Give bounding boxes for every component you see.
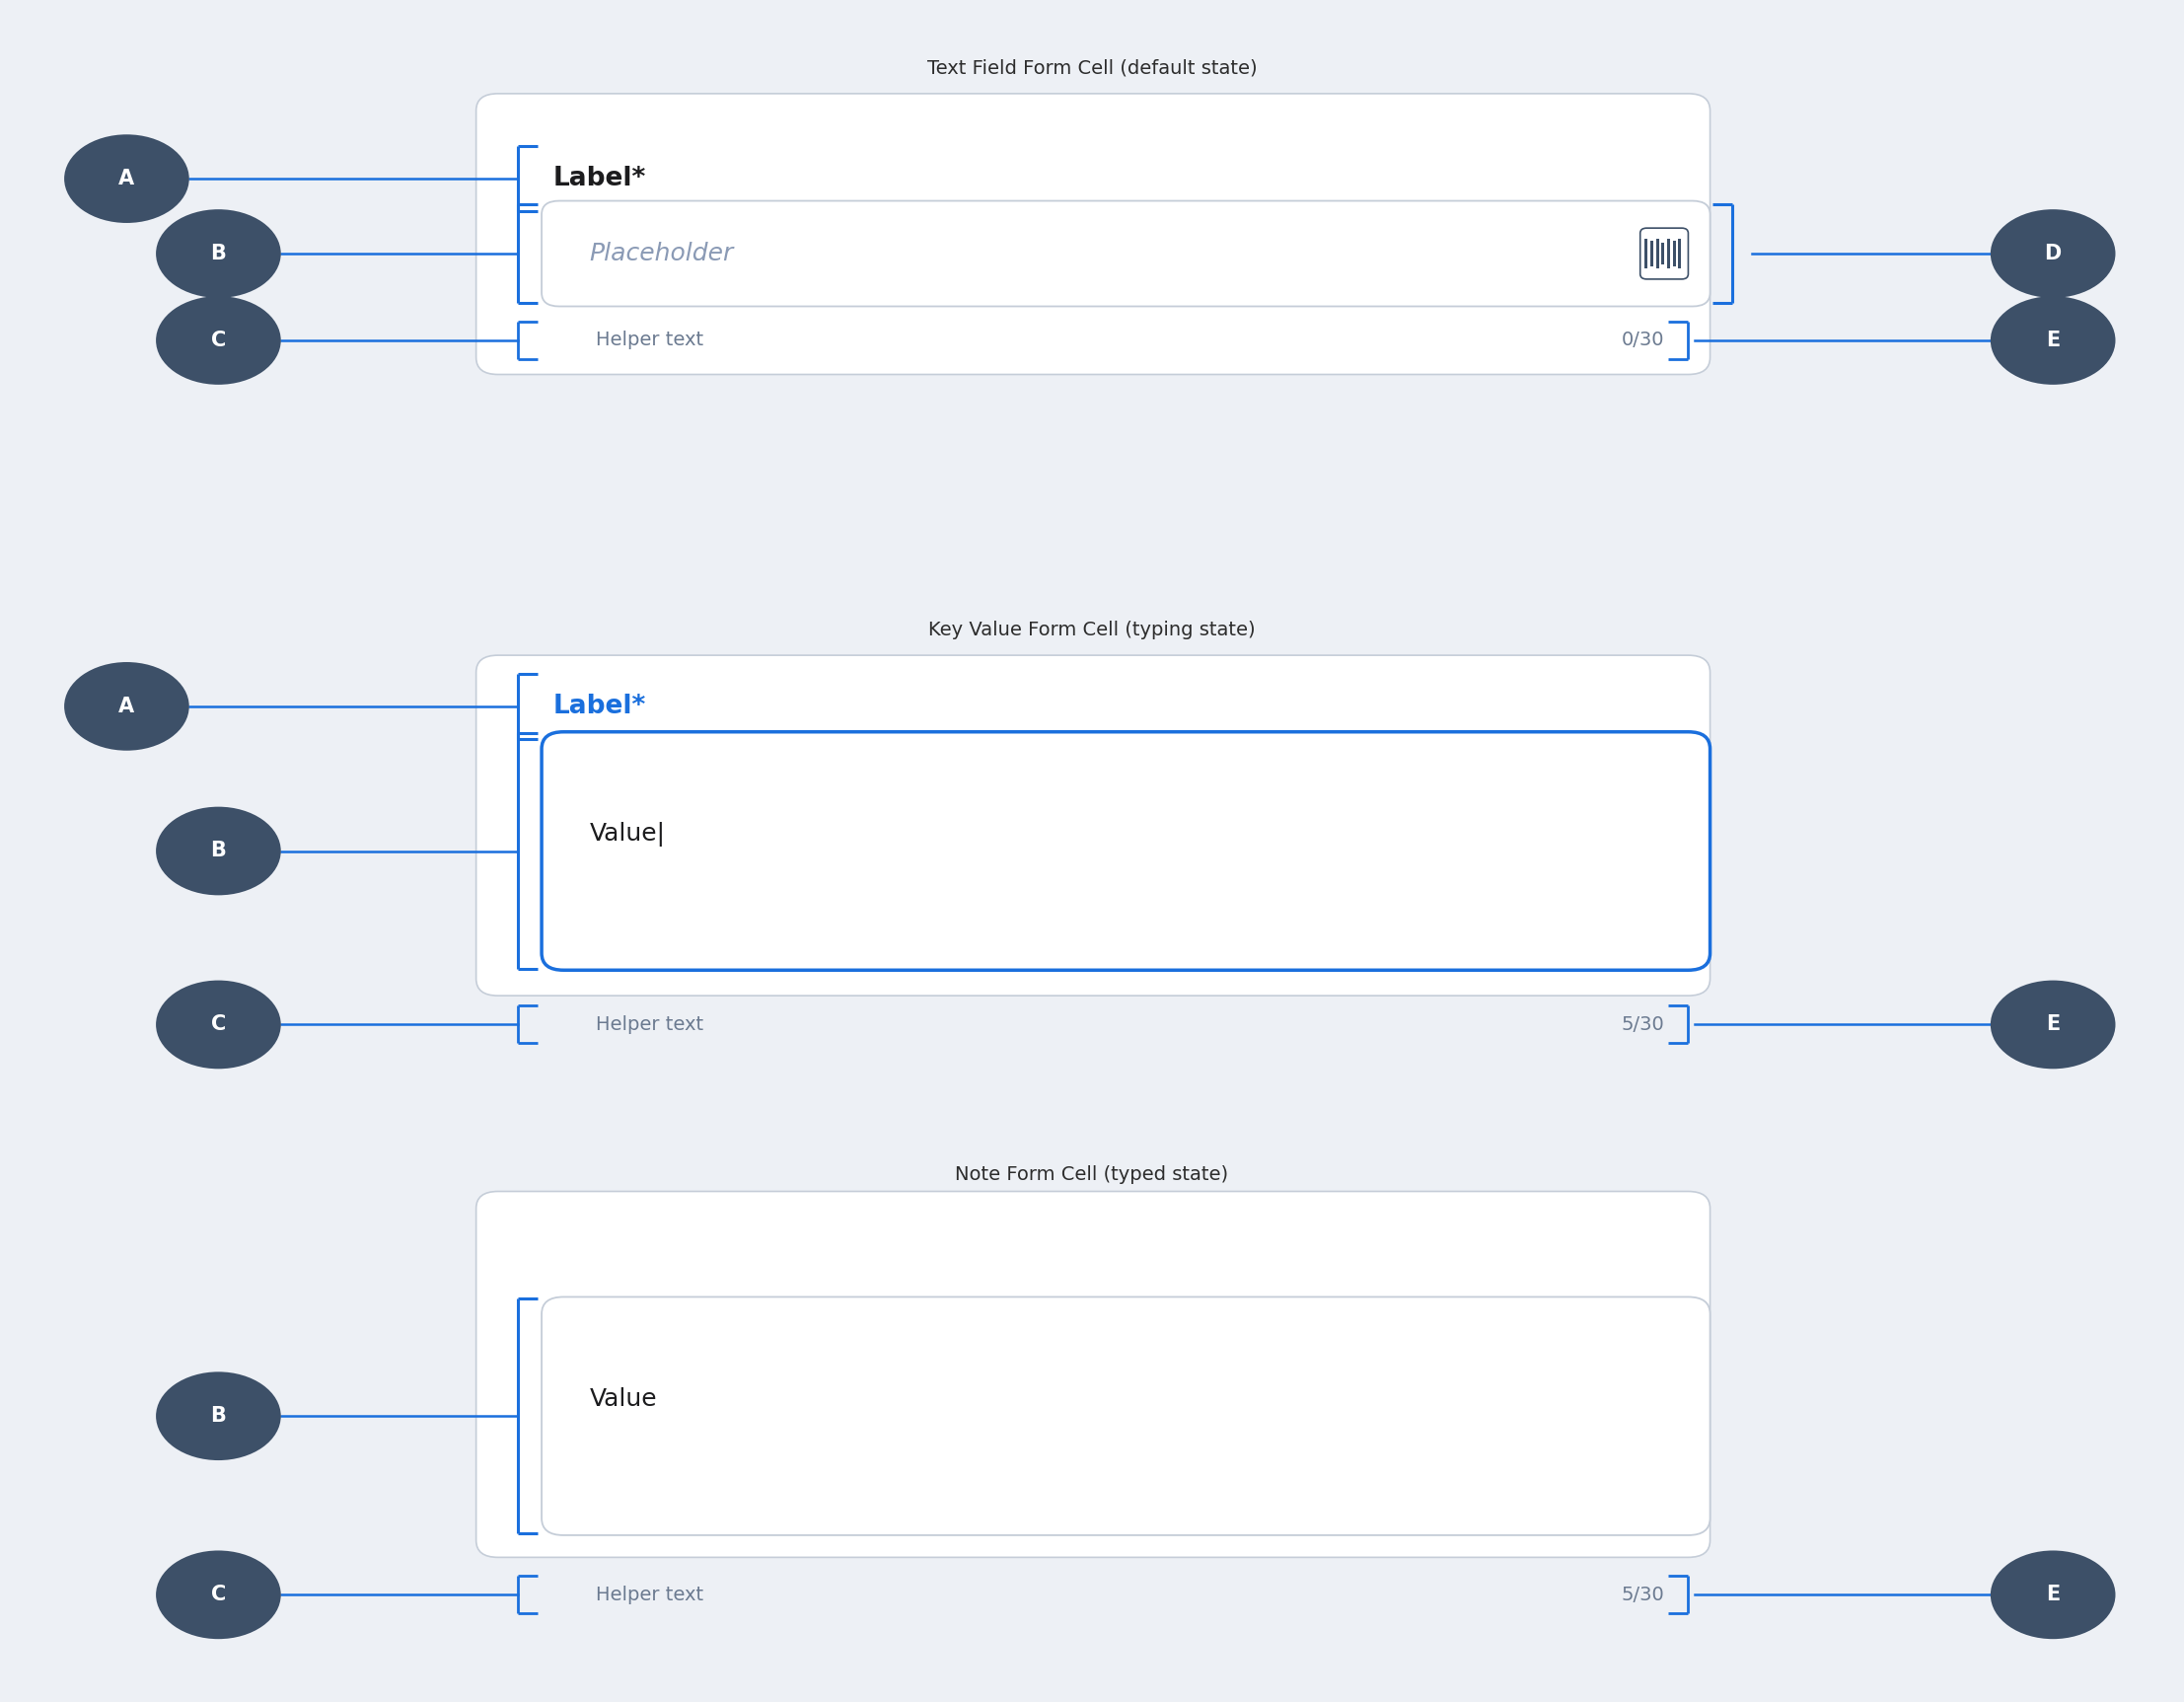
Ellipse shape bbox=[63, 134, 190, 223]
Text: Value: Value bbox=[590, 1387, 657, 1411]
Text: A: A bbox=[118, 696, 135, 717]
Ellipse shape bbox=[1990, 296, 2116, 385]
Text: B: B bbox=[210, 1406, 227, 1426]
FancyBboxPatch shape bbox=[1666, 238, 1671, 269]
FancyBboxPatch shape bbox=[1651, 242, 1653, 266]
Text: E: E bbox=[2046, 330, 2060, 351]
Text: Label*: Label* bbox=[553, 693, 646, 720]
Text: B: B bbox=[210, 841, 227, 861]
Text: Helper text: Helper text bbox=[596, 1014, 703, 1035]
FancyBboxPatch shape bbox=[476, 94, 1710, 374]
Text: C: C bbox=[212, 330, 225, 351]
Ellipse shape bbox=[1990, 980, 2116, 1069]
FancyBboxPatch shape bbox=[1662, 243, 1664, 264]
FancyBboxPatch shape bbox=[1655, 238, 1660, 269]
Ellipse shape bbox=[155, 807, 282, 895]
Text: E: E bbox=[2046, 1014, 2060, 1035]
Ellipse shape bbox=[155, 1372, 282, 1460]
Text: Key Value Form Cell (typing state): Key Value Form Cell (typing state) bbox=[928, 620, 1256, 640]
Text: C: C bbox=[212, 1014, 225, 1035]
Ellipse shape bbox=[1990, 209, 2116, 298]
Text: 5/30: 5/30 bbox=[1621, 1014, 1664, 1035]
FancyBboxPatch shape bbox=[476, 655, 1710, 996]
Text: Value|: Value| bbox=[590, 822, 666, 846]
Ellipse shape bbox=[155, 980, 282, 1069]
Text: Helper text: Helper text bbox=[596, 1585, 703, 1605]
Text: B: B bbox=[210, 243, 227, 264]
FancyBboxPatch shape bbox=[542, 201, 1710, 306]
Text: E: E bbox=[2046, 1585, 2060, 1605]
FancyBboxPatch shape bbox=[476, 1191, 1710, 1557]
Text: Label*: Label* bbox=[553, 165, 646, 192]
Ellipse shape bbox=[1990, 1551, 2116, 1639]
Text: Helper text: Helper text bbox=[596, 330, 703, 351]
Text: A: A bbox=[118, 168, 135, 189]
Text: 0/30: 0/30 bbox=[1621, 330, 1664, 351]
FancyBboxPatch shape bbox=[542, 1297, 1710, 1535]
FancyBboxPatch shape bbox=[1673, 242, 1675, 266]
Text: Note Form Cell (typed state): Note Form Cell (typed state) bbox=[954, 1164, 1230, 1185]
Ellipse shape bbox=[63, 662, 190, 751]
FancyBboxPatch shape bbox=[1677, 238, 1682, 269]
Ellipse shape bbox=[155, 209, 282, 298]
FancyBboxPatch shape bbox=[1645, 238, 1647, 269]
FancyBboxPatch shape bbox=[542, 732, 1710, 970]
Text: Text Field Form Cell (default state): Text Field Form Cell (default state) bbox=[926, 58, 1258, 78]
Text: C: C bbox=[212, 1585, 225, 1605]
Text: Placeholder: Placeholder bbox=[590, 242, 734, 266]
Text: D: D bbox=[2044, 243, 2062, 264]
Text: 5/30: 5/30 bbox=[1621, 1585, 1664, 1605]
Ellipse shape bbox=[155, 296, 282, 385]
Ellipse shape bbox=[155, 1551, 282, 1639]
FancyBboxPatch shape bbox=[1640, 228, 1688, 279]
